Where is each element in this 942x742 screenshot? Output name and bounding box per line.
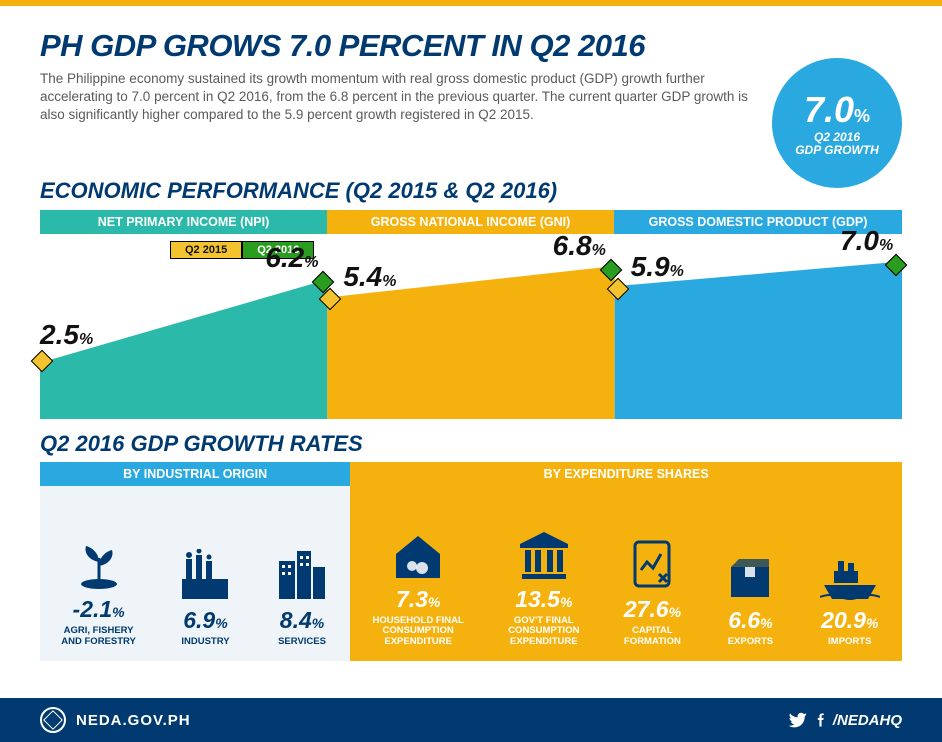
ship-icon xyxy=(820,539,880,601)
top-accent-line xyxy=(0,0,942,6)
plant-icon xyxy=(74,528,124,590)
growth-block: 7.3% HOUSEHOLD FINALCONSUMPTIONEXPENDITU… xyxy=(350,486,902,661)
growth-value: 6.6% xyxy=(728,607,772,634)
growth-value: 8.4% xyxy=(280,607,324,634)
growth-heading: Q2 2016 GDP GROWTH RATES xyxy=(40,431,902,457)
footer-right: /NEDAHQ xyxy=(788,710,902,730)
chart-value-label: 7.0% xyxy=(840,225,893,257)
growth-caption: GOV'T FINALCONSUMPTIONEXPENDITURE xyxy=(508,616,579,647)
growth-item: 8.4% SERVICES xyxy=(275,539,329,647)
house-icon xyxy=(392,518,444,580)
badge-value: 7.0% xyxy=(804,89,870,131)
perf-heading: ECONOMIC PERFORMANCE (Q2 2015 & Q2 2016) xyxy=(40,178,902,204)
chart-value-label: 5.9% xyxy=(631,251,684,283)
footer-handle: /NEDAHQ xyxy=(833,712,902,729)
growth-caption: EXPORTS xyxy=(728,637,773,647)
growth-value: 27.6% xyxy=(624,596,681,623)
device-icon xyxy=(629,528,675,590)
growth-caption: IMPORTS xyxy=(828,637,871,647)
buildings-icon xyxy=(275,539,329,601)
gdp-badge: 7.0% Q2 2016 GDP GROWTH xyxy=(772,58,902,188)
growth-item: 13.5% GOV'T FINALCONSUMPTIONEXPENDITURE xyxy=(508,518,579,647)
growth-item: 6.6% EXPORTS xyxy=(725,539,775,647)
box-icon xyxy=(725,539,775,601)
perf-header-row: NET PRIMARY INCOME (NPI)GROSS NATIONAL I… xyxy=(40,210,902,234)
perf-chart: 2.5%6.2%5.4%6.8%5.9%7.0% xyxy=(40,239,902,419)
growth-item: -2.1% AGRI, FISHERYAND FORESTRY xyxy=(61,528,136,647)
gov-icon xyxy=(516,518,572,580)
growth-cats: BY INDUSTRIAL ORIGINBY EXPENDITURE SHARE… xyxy=(40,462,902,486)
growth-item: 7.3% HOUSEHOLD FINALCONSUMPTIONEXPENDITU… xyxy=(373,518,464,647)
page: PH GDP GROWS 7.0 PERCENT IN Q2 2016 The … xyxy=(0,0,942,742)
chart-value-label: 6.2% xyxy=(265,242,318,274)
factory-icon xyxy=(178,539,232,601)
growth-caption: SERVICES xyxy=(278,637,326,647)
seal-icon xyxy=(40,707,66,733)
badge-sub2: GDP GROWTH xyxy=(795,144,879,157)
growth-caption: INDUSTRY xyxy=(181,637,229,647)
footer-site: NEDA.GOV.PH xyxy=(76,712,191,729)
footer-left: NEDA.GOV.PH xyxy=(40,707,191,733)
intro-text: The Philippine economy sustained its gro… xyxy=(40,70,752,188)
growth-item: 20.9% IMPORTS xyxy=(820,539,880,647)
growth-value: 20.9% xyxy=(821,607,878,634)
growth-caption: AGRI, FISHERYAND FORESTRY xyxy=(61,626,136,647)
growth-value: 13.5% xyxy=(515,586,572,613)
page-title: PH GDP GROWS 7.0 PERCENT IN Q2 2016 xyxy=(40,28,902,64)
growth-cat-label: BY EXPENDITURE SHARES xyxy=(350,462,902,486)
content: PH GDP GROWS 7.0 PERCENT IN Q2 2016 The … xyxy=(0,0,942,661)
perf-col-label: NET PRIMARY INCOME (NPI) xyxy=(40,210,327,234)
intro-row: The Philippine economy sustained its gro… xyxy=(40,70,902,188)
growth-cat-label: BY INDUSTRIAL ORIGIN xyxy=(40,462,350,486)
chart-value-label: 6.8% xyxy=(553,230,606,262)
chart-value-label: 2.5% xyxy=(40,319,93,351)
growth-item: 27.6% CAPITALFORMATION xyxy=(624,528,681,647)
footer: NEDA.GOV.PH /NEDAHQ xyxy=(0,698,942,742)
growth-value: 7.3% xyxy=(396,586,440,613)
growth-value: -2.1% xyxy=(73,596,125,623)
growth-caption: HOUSEHOLD FINALCONSUMPTIONEXPENDITURE xyxy=(373,616,464,647)
growth-value: 6.9% xyxy=(183,607,227,634)
facebook-icon xyxy=(814,710,827,730)
growth-block: -2.1% AGRI, FISHERYAND FORESTRY 6.9% IND… xyxy=(40,486,350,661)
growth-body: -2.1% AGRI, FISHERYAND FORESTRY 6.9% IND… xyxy=(40,486,902,661)
growth-caption: CAPITALFORMATION xyxy=(624,626,681,647)
twitter-icon xyxy=(788,711,808,729)
growth-item: 6.9% INDUSTRY xyxy=(178,539,232,647)
chart-value-label: 5.4% xyxy=(343,261,396,293)
